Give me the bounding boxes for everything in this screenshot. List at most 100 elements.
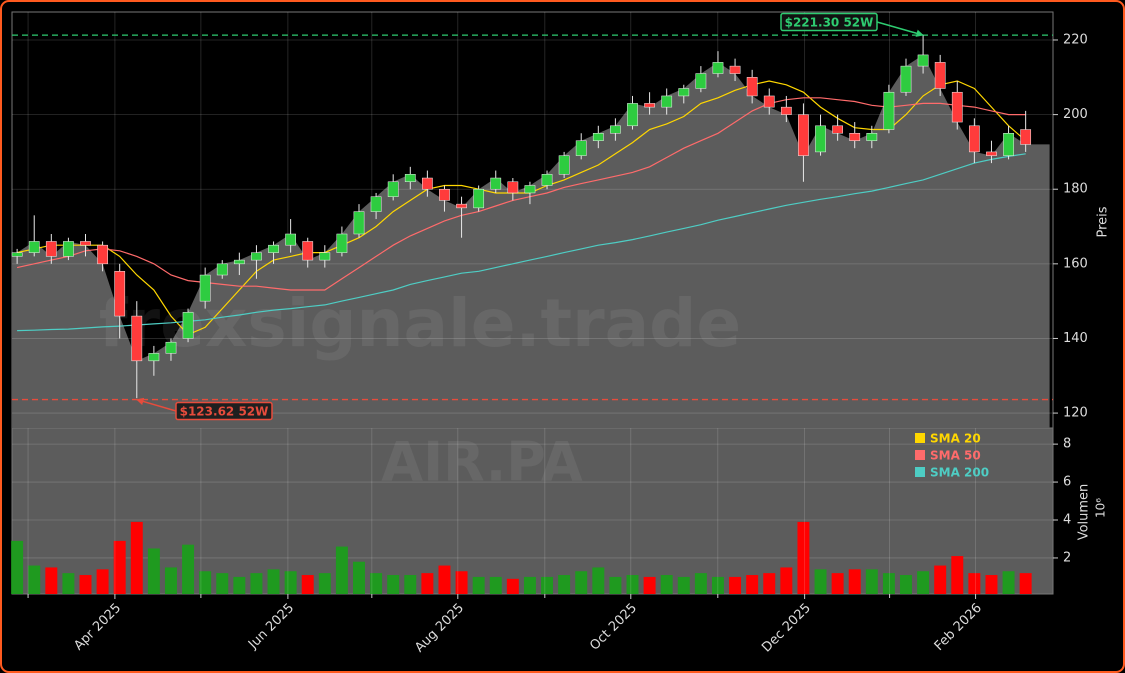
volume-bar (746, 575, 759, 594)
candle-body (114, 271, 126, 317)
annotation-box (175, 401, 273, 421)
candle-body (199, 274, 211, 302)
axis-offset: 10⁶ (1094, 498, 1108, 518)
legend-swatch (915, 450, 925, 460)
candle-body (216, 263, 228, 276)
volume-bar (831, 573, 844, 594)
candle-body (473, 188, 485, 209)
candle-body (832, 125, 843, 134)
candle-body (575, 140, 587, 156)
volume-bar (267, 569, 280, 594)
candle-body (507, 181, 519, 194)
volume-bar (900, 575, 912, 594)
candle-body (251, 252, 262, 261)
candle-body (798, 114, 809, 156)
legend-swatch (915, 433, 925, 443)
candle-body (353, 211, 365, 235)
volume-bar (917, 571, 930, 594)
volume-bar (233, 576, 246, 594)
volume-bar (301, 575, 314, 594)
y-tick-label: 140 (1063, 331, 1088, 346)
candle-body (866, 133, 878, 141)
legend-swatch (915, 467, 925, 477)
volume-bar (677, 576, 690, 594)
candle-body (336, 233, 348, 253)
volume-bar (763, 573, 776, 594)
watermark: frexsignale.trade (99, 285, 741, 362)
volume-bar (506, 578, 519, 594)
y-tick-label: 160 (1063, 256, 1088, 271)
candle-body (849, 133, 861, 141)
candle-body (490, 177, 502, 190)
volume-bar (592, 567, 605, 594)
candle-body (627, 103, 638, 127)
volume-bar (318, 573, 331, 594)
legend-label: SMA 50 (930, 449, 981, 463)
candle-body (439, 188, 450, 201)
volume-bar (558, 575, 571, 594)
candle-body (370, 196, 382, 212)
candle-body (268, 244, 279, 253)
volume-bar (284, 571, 297, 594)
annotation-arrow (876, 21, 924, 37)
volume-bar (848, 569, 861, 594)
volume-bar (216, 573, 229, 594)
candle-body (421, 177, 433, 190)
volume-bar (797, 521, 810, 594)
volume-bar (353, 561, 365, 594)
candle-body (302, 241, 314, 261)
volume-bar (62, 573, 75, 594)
volume-bar (455, 571, 468, 594)
volume-bar (438, 565, 451, 594)
candle-body (1003, 133, 1014, 156)
legend-label: SMA 200 (930, 466, 989, 480)
legend-label: SMA 20 (930, 432, 981, 446)
volume-bar (370, 573, 383, 594)
volume-bar (250, 573, 263, 594)
y-tick-label: 2 (1063, 550, 1071, 565)
volume-bar (865, 569, 878, 594)
volume-bar (199, 571, 212, 594)
volume-bar (11, 540, 24, 594)
annotation-label: $221.30 52W (785, 16, 874, 30)
y-tick-label: 200 (1063, 107, 1088, 122)
candle-body (524, 185, 536, 194)
annotation-box (780, 12, 878, 32)
candle-body (11, 252, 23, 257)
volume-bar (882, 573, 895, 594)
y-tick-label: 8 (1063, 437, 1071, 452)
candle-body (712, 62, 724, 74)
candle-body (1020, 129, 1032, 145)
volume-bar (643, 576, 656, 594)
volume-bar (951, 556, 964, 594)
volume-bar (985, 575, 998, 594)
volume-bar (729, 576, 742, 594)
volume-bar (1002, 571, 1015, 594)
candle-body (404, 174, 416, 183)
y-tick-label: 220 (1063, 32, 1088, 47)
volume-bar (780, 567, 793, 594)
candle-body (951, 91, 963, 123)
candle-body (917, 54, 929, 67)
volume-bar (164, 567, 177, 594)
candle-body (131, 315, 143, 362)
candle-body (319, 252, 331, 261)
candle-body (610, 125, 621, 134)
volume-bar (147, 548, 160, 594)
candle-body (97, 244, 108, 265)
volume-bar (113, 540, 126, 594)
candle-body (815, 125, 826, 153)
candle-body (661, 95, 673, 108)
candle-body (763, 95, 775, 108)
volume-bar (575, 571, 588, 594)
y-axis-label: Preis (1096, 206, 1111, 237)
y-tick-label: 6 (1063, 475, 1071, 490)
y-axis-label: Volumen (1077, 484, 1092, 541)
y-tick-label: 180 (1063, 182, 1088, 197)
candle-body (934, 62, 946, 89)
volume-bar (934, 565, 947, 594)
candle-body (63, 241, 74, 257)
volume-bar (404, 575, 417, 594)
